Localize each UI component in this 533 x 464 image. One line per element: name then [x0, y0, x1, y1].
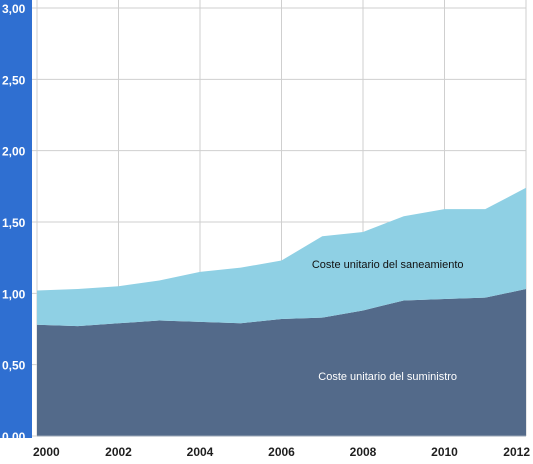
x-tick-label-5: 2010: [431, 445, 458, 459]
y-tick-label-6: 3,00: [2, 2, 26, 16]
y-tick-label-4: 2,00: [2, 145, 26, 159]
y-tick-label-2: 1,00: [2, 287, 26, 301]
y-tick-label-3: 1,50: [2, 216, 26, 230]
x-tick-label-6: 2012: [503, 445, 530, 459]
y-tick-label-0: 0,00: [2, 430, 26, 444]
series-label-0: Coste unitario del suministro: [318, 371, 457, 383]
series-area-0: [37, 289, 526, 436]
x-tick-label-0: 2000: [33, 445, 60, 459]
y-tick-label-5: 2,50: [2, 73, 26, 87]
series-area-1: [37, 187, 526, 327]
x-tick-label-3: 2006: [268, 445, 295, 459]
y-axis-band: [0, 0, 32, 438]
y-tick-label-1: 0,50: [2, 359, 26, 373]
series-label-1: Coste unitario del saneamiento: [312, 259, 464, 271]
x-tick-label-1: 2002: [105, 445, 132, 459]
x-tick-label-2: 2004: [187, 445, 214, 459]
x-tick-label-4: 2008: [350, 445, 377, 459]
